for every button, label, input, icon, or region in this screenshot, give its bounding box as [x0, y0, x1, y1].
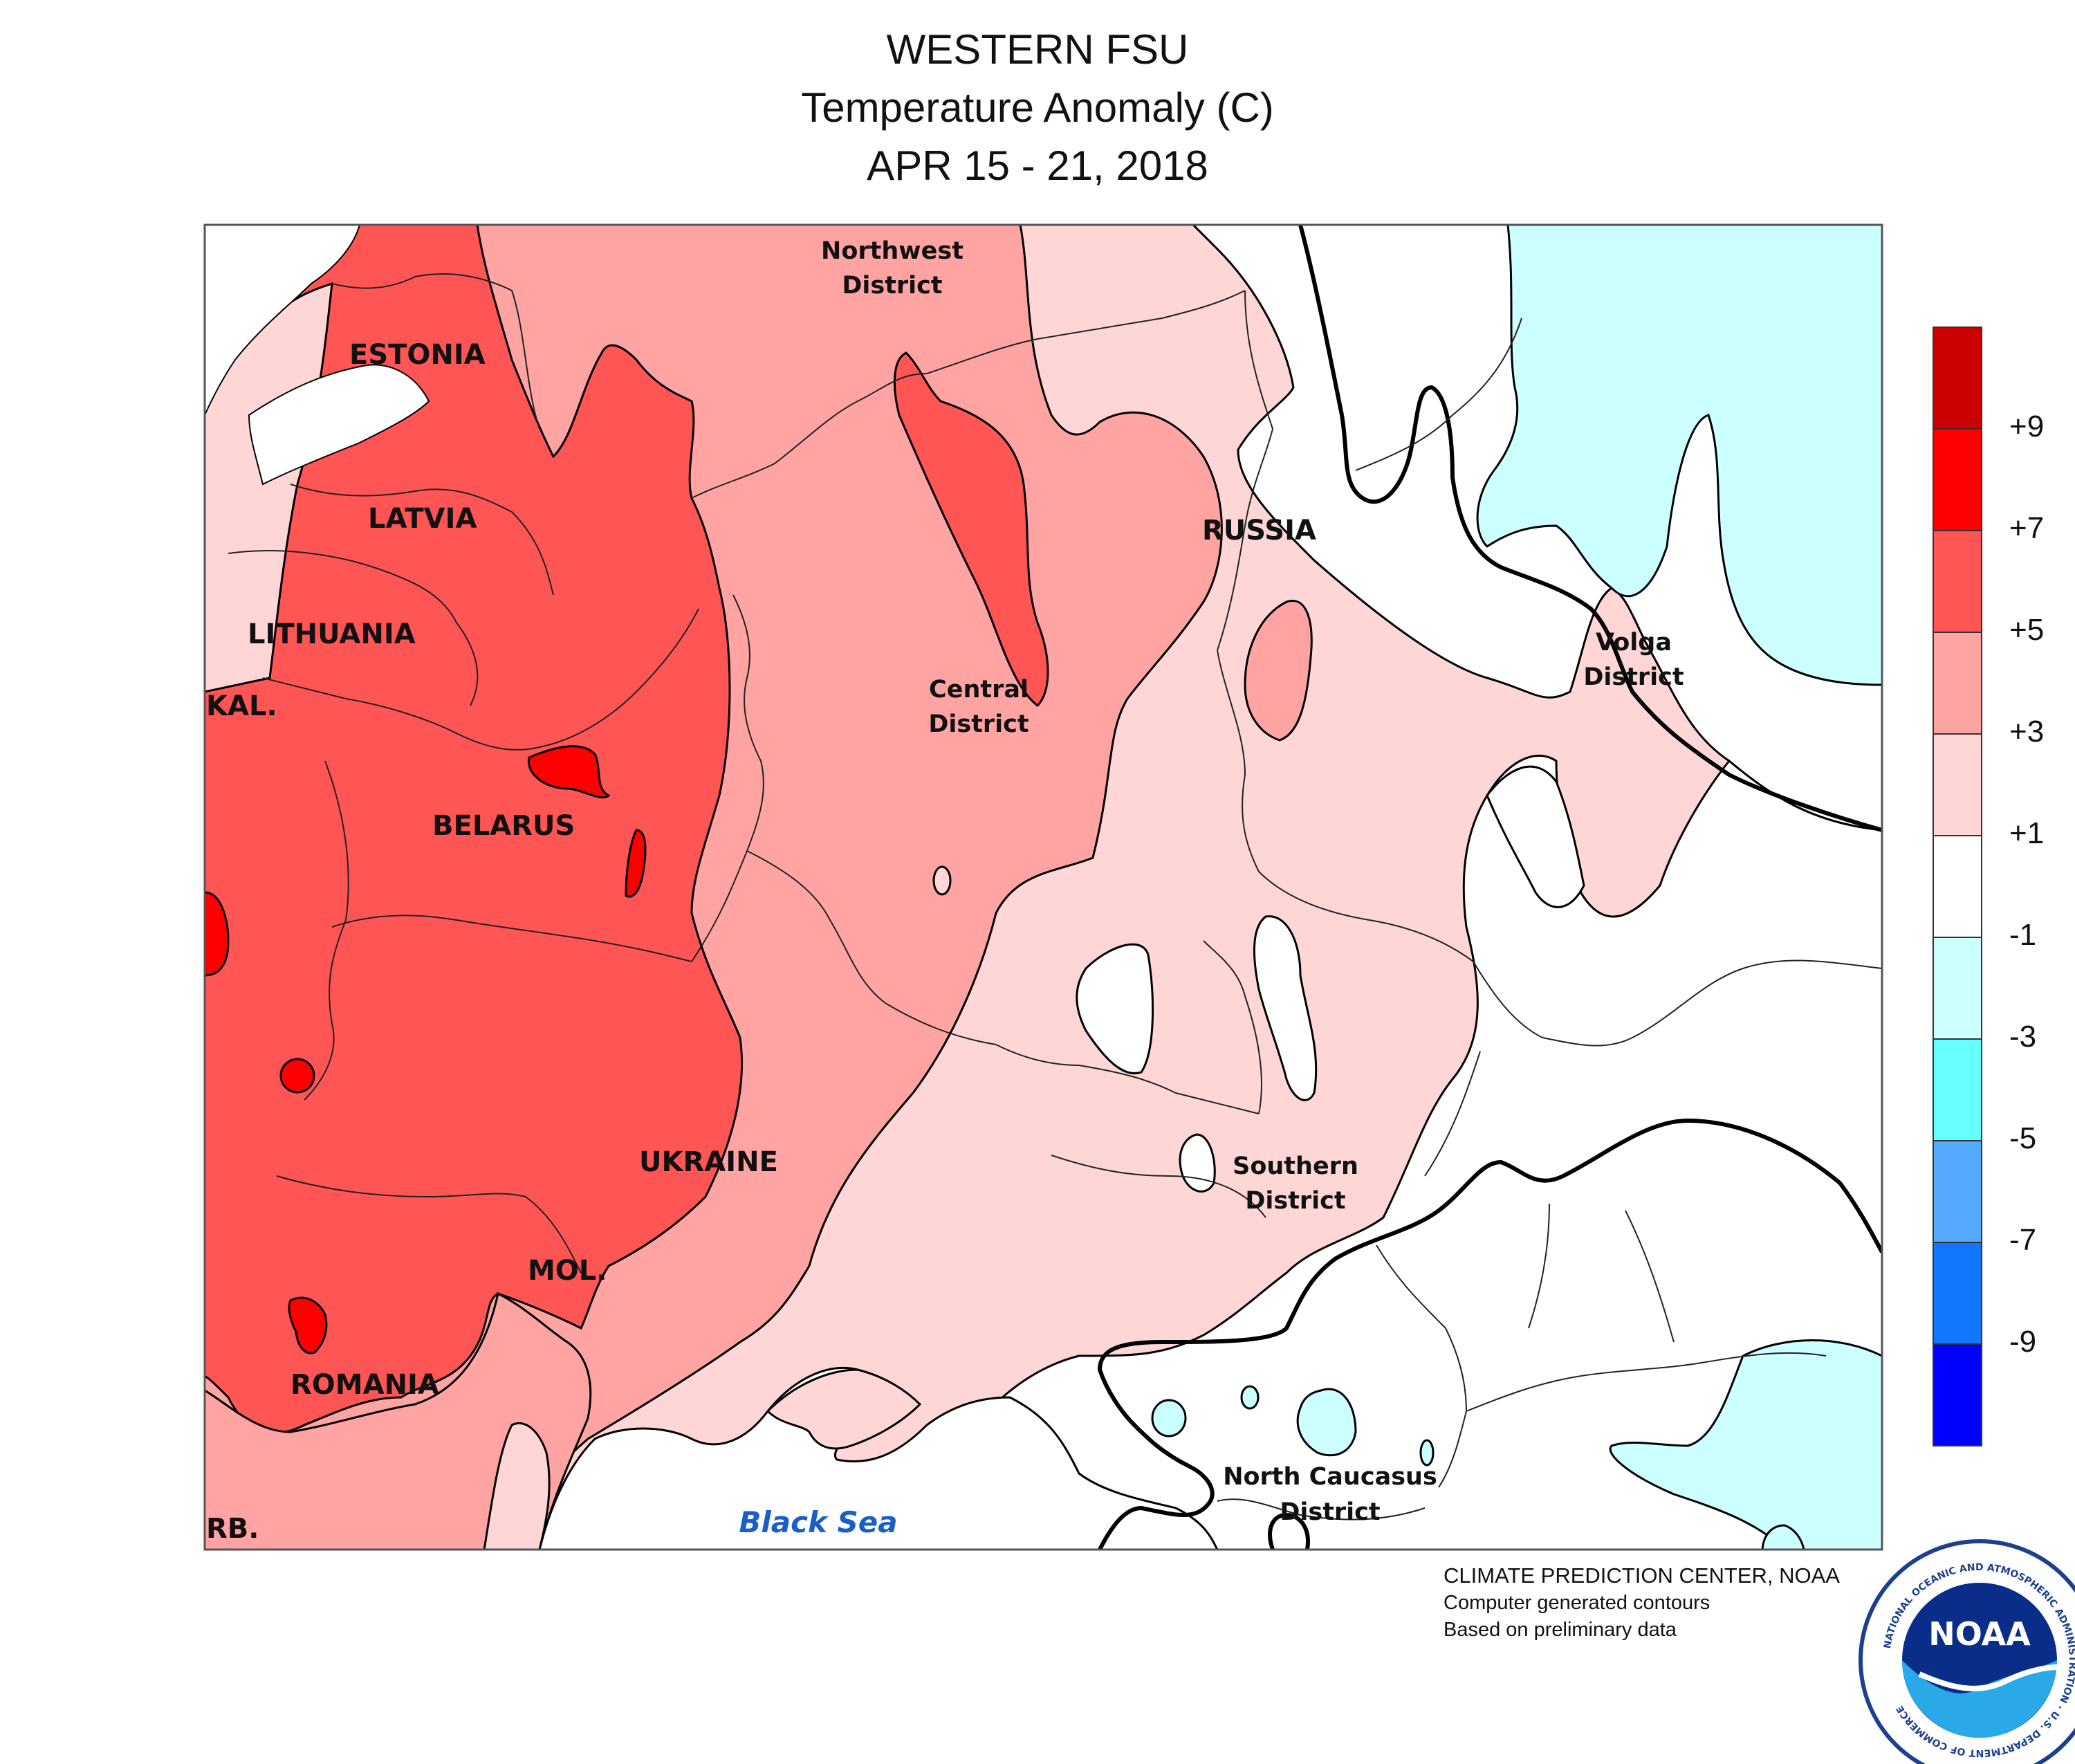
- label-black-sea: Black Sea: [739, 1505, 897, 1539]
- map-date-range: APR 15 - 21, 2018: [867, 143, 1208, 189]
- legend-swatch: [1933, 937, 1982, 1040]
- anomaly-zone-near-normal-south: [953, 754, 1882, 1550]
- map-field: [205, 225, 1882, 1550]
- label-north-caucasus-district-2: District: [1280, 1498, 1380, 1526]
- label-volga-district-1: Volga: [1596, 629, 1672, 656]
- credits-block: CLIMATE PREDICTION CENTER, NOAA Computer…: [1444, 1562, 1840, 1644]
- credit-line-contours: Computer generated contours: [1444, 1592, 1710, 1614]
- legend-colorbar: [1933, 327, 1982, 1446]
- anomaly-zone-cool-spot-1: [1296, 1388, 1357, 1457]
- label-southern-district-2: District: [1245, 1187, 1345, 1215]
- legend-tick-label: -1: [2009, 918, 2037, 952]
- label-russia: RUSSIA: [1202, 515, 1316, 546]
- legend-swatch: [1933, 530, 1982, 633]
- boundary-lines: [228, 273, 1882, 1520]
- anomaly-zone-cool-spot-4: [1419, 1439, 1435, 1467]
- label-ukraine: UKRAINE: [639, 1146, 778, 1178]
- noaa-logo-text: NOAA: [1928, 1615, 2031, 1653]
- anomaly-zone-plus7-spot: [279, 1058, 315, 1094]
- anomaly-zone-plus7-romania: [288, 1296, 328, 1354]
- anomaly-zone-white-bubble-1: [1076, 943, 1154, 1075]
- anomaly-zone-cool-northeast: [1476, 225, 1882, 686]
- map-subtitle: Temperature Anomaly (C): [801, 84, 1274, 131]
- legend-swatch: [1933, 632, 1982, 735]
- credit-line-cpc: CLIMATE PREDICTION CENTER, NOAA: [1444, 1563, 1840, 1588]
- anomaly-zone-volga-white: [1486, 765, 1585, 908]
- label-serbia: RB.: [206, 1513, 259, 1545]
- label-belarus: BELARUS: [432, 810, 575, 842]
- label-latvia: LATVIA: [368, 503, 477, 535]
- anomaly-zone-cool-spot-5: [1761, 1524, 1805, 1550]
- legend-swatch: [1933, 428, 1982, 531]
- anomaly-zone-plus7-belarus-2: [625, 829, 647, 898]
- anomaly-zone-plus5: [205, 225, 744, 1435]
- label-romania: ROMANIA: [290, 1369, 439, 1401]
- label-northwest-district-2: District: [842, 272, 942, 300]
- label-moldova: MOL.: [528, 1255, 607, 1287]
- gulf-of-finland: [248, 364, 430, 486]
- legend-tick-label: +9: [2009, 410, 2045, 443]
- legend-swatch: [1933, 1343, 1982, 1446]
- label-northwest-district-1: Northwest: [821, 237, 963, 265]
- legend-tick-label: -9: [2009, 1325, 2037, 1359]
- credit-line-preliminary: Based on preliminary data: [1444, 1619, 1677, 1641]
- anomaly-zone-white-bubble-2: [1253, 915, 1318, 1101]
- label-kaliningrad: KAL.: [206, 690, 277, 722]
- map-title: WESTERN FSU: [886, 26, 1189, 73]
- legend-swatch: [1933, 327, 1982, 430]
- label-lithuania: LITHUANIA: [248, 618, 416, 650]
- label-southern-district-1: Southern: [1233, 1152, 1358, 1180]
- legend-tick-label: +3: [2009, 715, 2045, 748]
- label-north-caucasus-district-1: North Caucasus: [1223, 1463, 1437, 1491]
- anomaly-zone-small-ring: [932, 865, 952, 896]
- legend-swatch: [1933, 1242, 1982, 1345]
- baltic-sea: [205, 225, 361, 416]
- legend-tick-label: +5: [2009, 613, 2045, 647]
- anomaly-zone-plus7-west: [205, 891, 230, 977]
- legend-swatch: [1933, 733, 1982, 836]
- legend-swatch: [1933, 1038, 1982, 1141]
- noaa-wave-icon: [1918, 1664, 2058, 1691]
- label-central-district-1: Central: [929, 676, 1029, 704]
- crimea: [766, 1368, 922, 1450]
- legend-tick-label: -7: [2009, 1223, 2037, 1257]
- legend-tick-label: -5: [2009, 1121, 2037, 1155]
- noaa-gull-icon: [1902, 1660, 2057, 1738]
- anomaly-zone-central-streak: [894, 351, 1049, 707]
- legend-swatch: [1933, 835, 1982, 938]
- label-central-district-2: District: [928, 710, 1029, 738]
- label-estonia: ESTONIA: [349, 339, 486, 371]
- anomaly-zone-plus7-belarus: [528, 745, 611, 799]
- legend-tick-label: +1: [2009, 816, 2045, 850]
- legend-swatch: [1933, 1140, 1982, 1243]
- anomaly-zone-plus1-coast: [483, 1422, 551, 1550]
- noaa-logo: NOAA NATIONAL OCEANIC AND ATMOSPHERIC AD…: [1859, 1539, 2075, 1764]
- label-volga-district-2: District: [1583, 663, 1684, 691]
- anomaly-zone-cool-southeast: [1609, 1339, 1882, 1550]
- legend-tick-label: -3: [2009, 1020, 2037, 1054]
- title-block: WESTERN FSU Temperature Anomaly (C) APR …: [0, 21, 2075, 195]
- anomaly-zone-cool-spot-2: [1151, 1399, 1187, 1437]
- anomaly-zone-russia-blob: [1244, 600, 1313, 742]
- legend-tick-label: +7: [2009, 511, 2045, 545]
- region-labels: ESTONIA LATVIA LITHUANIA KAL. BELARUS UK…: [206, 237, 1684, 1545]
- map-frame: [203, 223, 1883, 1551]
- anomaly-zone-cool-spot-3: [1240, 1385, 1260, 1410]
- zero-contour-lines: [1097, 225, 1882, 1550]
